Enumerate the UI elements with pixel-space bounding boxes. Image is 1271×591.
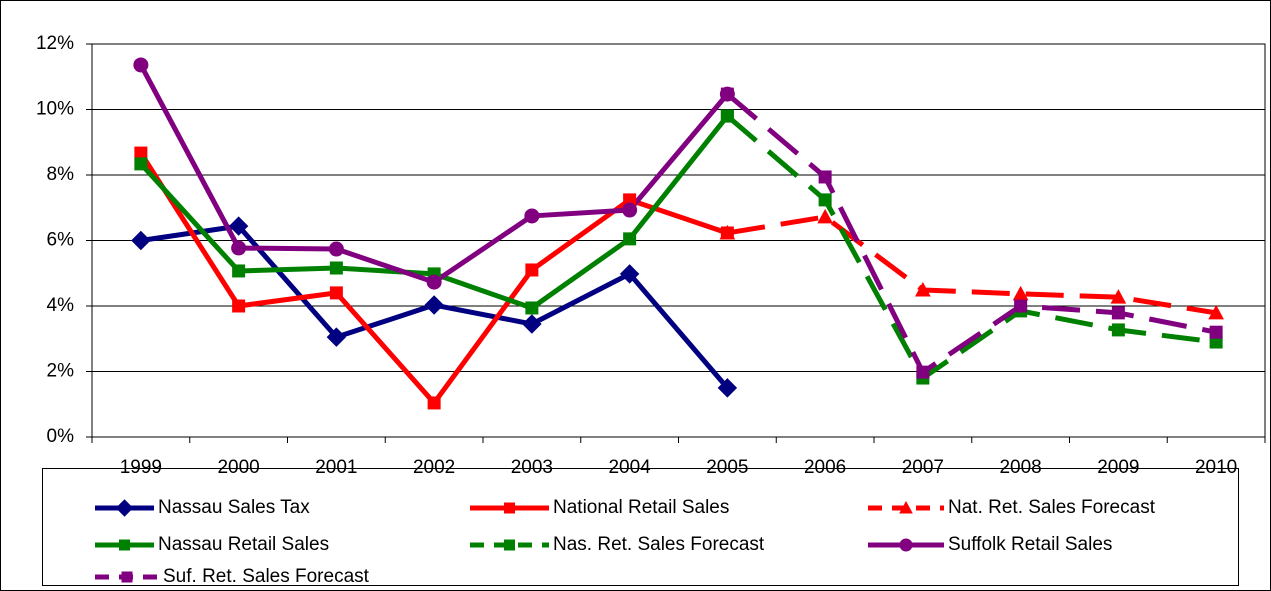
marker [134, 157, 148, 171]
marker [232, 264, 246, 278]
x-tick-label: 1999 [120, 457, 162, 478]
x-tick-label: 2010 [1195, 457, 1237, 478]
y-tick-label: 6% [47, 230, 75, 251]
x-tick-label: 2009 [1097, 457, 1139, 478]
marker [134, 146, 148, 160]
marker [131, 230, 151, 251]
marker [1208, 304, 1224, 320]
legend-label: Nassau Sales Tax [158, 497, 310, 518]
marker [326, 327, 347, 347]
legend-marker [899, 538, 913, 552]
series-line [725, 92, 1217, 375]
marker [1111, 306, 1125, 320]
legend-marker [121, 571, 133, 583]
marker [329, 261, 343, 275]
legend-label: Suffolk Retail Sales [948, 534, 1112, 555]
marker [915, 281, 931, 297]
marker [133, 57, 149, 73]
marker [818, 170, 832, 184]
x-tick-label: 2001 [315, 457, 357, 478]
x-tick-label: 2002 [413, 457, 455, 478]
marker [1111, 323, 1125, 337]
y-tick-label: 12% [36, 33, 74, 54]
legend-label: Nat. Ret. Sales Forecast [948, 497, 1156, 518]
marker [231, 240, 247, 256]
marker [1110, 289, 1127, 304]
y-tick-label: 2% [47, 361, 75, 382]
legend-label: National Retail Sales [553, 497, 729, 518]
y-tick-label: 10% [36, 99, 74, 120]
marker [622, 202, 638, 218]
marker [1014, 299, 1028, 313]
y-tick-label: 0% [47, 426, 75, 447]
legend-box [42, 468, 1239, 586]
marker [232, 299, 246, 313]
marker [426, 274, 442, 290]
x-tick-label: 2004 [608, 457, 651, 478]
series-line [725, 114, 1217, 381]
legend-label: Nassau Retail Sales [158, 534, 329, 555]
marker [228, 216, 249, 236]
x-tick-label: 2005 [706, 457, 748, 478]
marker [1209, 325, 1223, 339]
legend-label: Suf. Ret. Sales Forecast [163, 566, 370, 587]
legend-marker [504, 502, 515, 514]
legend-marker [899, 500, 913, 514]
x-tick-label: 2007 [902, 457, 944, 478]
series-line [726, 214, 1217, 316]
marker [720, 87, 734, 101]
marker [427, 396, 441, 410]
x-tick-label: 2000 [217, 457, 259, 478]
marker [619, 264, 640, 284]
marker [818, 193, 832, 207]
marker [522, 314, 542, 334]
marker [329, 286, 343, 300]
marker [525, 301, 539, 315]
marker [717, 378, 738, 398]
legend-marker [115, 499, 134, 517]
legend-marker [504, 539, 515, 551]
marker [525, 263, 539, 277]
legend-label: Nas. Ret. Sales Forecast [553, 534, 765, 555]
marker [720, 109, 734, 123]
x-tick-label: 2003 [511, 457, 553, 478]
marker [328, 241, 344, 257]
marker [524, 208, 540, 224]
x-tick-label: 2006 [804, 457, 846, 478]
x-tick-label: 2008 [999, 457, 1041, 478]
marker [817, 208, 833, 224]
y-tick-label: 8% [47, 164, 75, 185]
marker [424, 295, 444, 315]
legend-marker [119, 539, 130, 551]
y-tick-label: 4% [47, 295, 75, 316]
marker [916, 365, 930, 379]
marker [719, 224, 736, 240]
marker [623, 232, 637, 246]
